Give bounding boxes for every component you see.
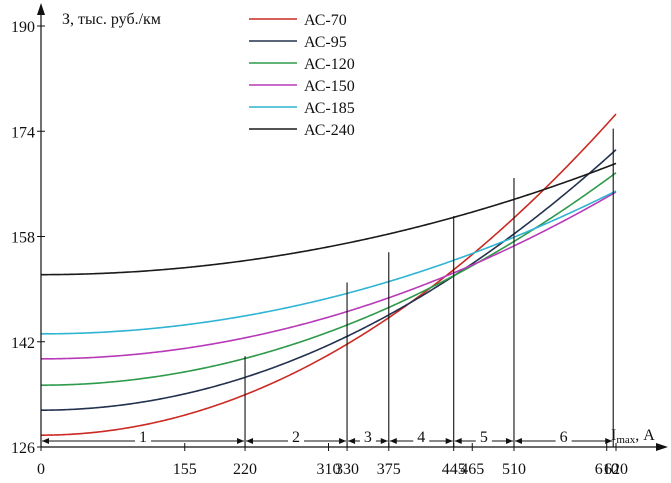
legend-label-5: АС-185 — [304, 100, 355, 117]
series-line-6 — [41, 162, 617, 276]
zone-label-bg-2 — [288, 428, 305, 444]
zone-label-5: 5 — [480, 429, 488, 446]
x-tick-label-2: 155 — [173, 461, 197, 478]
x-axis-arrow-icon — [656, 443, 668, 451]
legend-label-1: АС-70 — [304, 12, 347, 29]
series-line-3 — [40, 172, 617, 386]
axes — [37, 3, 668, 451]
legend-label-2: АС-95 — [304, 34, 347, 51]
zone-label-4: 4 — [417, 429, 425, 446]
x-tick-label-1: 0 — [37, 461, 45, 478]
y-tick-label-3: 158 — [11, 230, 35, 247]
series-line-4 — [41, 191, 617, 360]
x-tick-label-9: 510 — [502, 461, 526, 478]
legend: АС-70 АС-95 АС-120 АС-150 АС-185 АС-240 — [249, 12, 355, 139]
x-axis-label: Imax, А — [611, 427, 655, 446]
zone-arrow-right-icon-2 — [339, 438, 347, 444]
zone-arrow-left-icon-5 — [454, 438, 462, 444]
zone-arrow-left-icon-2 — [246, 438, 254, 444]
legend-label-3: АС-120 — [304, 56, 355, 73]
x-tick-label-6: 375 — [377, 461, 401, 478]
zone-label-bg-5 — [475, 428, 492, 444]
x-tick-label-4: 310 — [317, 461, 341, 478]
y-axis-label: З, тыс. руб./км — [62, 11, 161, 28]
x-axis-label-unit: , А — [635, 427, 655, 444]
zone-label-2: 2 — [292, 429, 300, 446]
x-tick-label-8: 465 — [460, 461, 484, 478]
x-tick-label-7: 445 — [442, 461, 466, 478]
zone-label-1: 1 — [139, 429, 147, 446]
zone-boundaries — [244, 128, 614, 447]
y-tick-label-1: 126 — [11, 440, 35, 457]
series-curves — [40, 113, 617, 436]
series-line-5 — [40, 190, 617, 335]
y-axis-arrow-icon — [37, 3, 45, 15]
x-tick-label-11: 620 — [604, 461, 628, 478]
x-tick-label-10: 610 — [595, 461, 619, 478]
x-tick-label-3: 220 — [233, 461, 257, 478]
x-axis-label-sub: max — [616, 434, 635, 446]
x-tick-label-5: 330 — [335, 461, 359, 478]
zone-label-bg-6 — [555, 428, 572, 444]
zone-arrow-left-icon-3 — [348, 438, 356, 444]
zone-arrow-right-icon-3 — [380, 438, 388, 444]
zone-arrow-left-icon-6 — [514, 438, 522, 444]
zone-arrow-right-icon-6 — [605, 438, 613, 444]
zone-label-6: 6 — [560, 429, 568, 446]
legend-label-4: АС-150 — [304, 78, 355, 95]
series-line-2 — [41, 149, 617, 411]
zone-label-bg-4 — [413, 428, 430, 444]
zone-arrow-right-icon-5 — [505, 438, 513, 444]
y-tick-label-2: 142 — [11, 335, 35, 352]
legend-label-6: АС-240 — [304, 122, 355, 139]
y-tick-label-4: 174 — [11, 124, 35, 141]
zone-arrow-left-icon-4 — [389, 438, 397, 444]
zone-label-bg-1 — [135, 428, 152, 444]
series-line-1 — [41, 113, 617, 436]
zone-arrow-left-icon-1 — [42, 438, 49, 444]
x-axis-label-main: I — [611, 427, 616, 444]
zone-arrow-right-icon-1 — [237, 438, 245, 444]
zone-label-3: 3 — [364, 429, 372, 446]
zone-arrow-right-icon-4 — [445, 438, 453, 444]
zone-arrows: 1 2 3 4 5 6 — [42, 428, 613, 446]
zone-label-bg-3 — [359, 428, 376, 444]
y-tick-label-5: 190 — [11, 19, 35, 36]
